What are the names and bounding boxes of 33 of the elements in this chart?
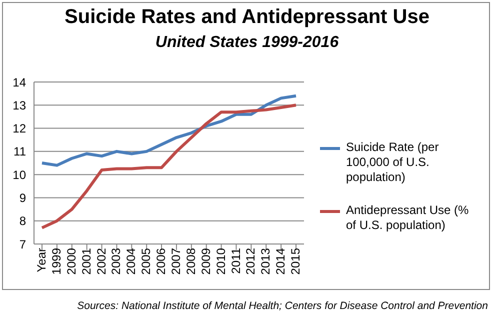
x-tick-label: 2015 bbox=[288, 248, 303, 275]
y-tick-label: 13 bbox=[12, 98, 26, 112]
x-tick-label: Year bbox=[34, 248, 49, 272]
chart-subtitle: United States 1999-2016 bbox=[154, 34, 340, 52]
legend-label: Suicide Rate (per 100,000 of U.S. population) bbox=[346, 140, 440, 185]
y-tick-label: 12 bbox=[12, 122, 26, 136]
y-tick-label: 7 bbox=[19, 237, 26, 252]
chart-title: Suicide Rates and Antidepressant Use bbox=[64, 6, 430, 29]
x-tick-label: 2012 bbox=[244, 248, 258, 275]
y-tick-label: 9 bbox=[19, 190, 26, 205]
x-tick-label: 2004 bbox=[124, 248, 138, 275]
line-series bbox=[40, 94, 298, 167]
line-series bbox=[40, 104, 298, 230]
y-tick-label: 14 bbox=[12, 75, 26, 90]
y-tick-label: 8 bbox=[19, 214, 26, 228]
x-tick-label: 2005 bbox=[139, 248, 154, 275]
y-tick-label: 10 bbox=[12, 168, 26, 182]
x-tick-label: 2013 bbox=[258, 248, 273, 275]
x-tick-label: 2010 bbox=[214, 248, 228, 275]
x-tick-label: 2007 bbox=[168, 248, 183, 275]
x-tick-label: 2009 bbox=[198, 248, 213, 275]
x-tick-label: 2002 bbox=[94, 248, 108, 275]
source-note: Sources: National Institute of Mental Health; Centers for Disease Control and Prevention bbox=[77, 300, 488, 312]
y-tick-label: 11 bbox=[14, 144, 26, 159]
x-tick-label: 2003 bbox=[109, 248, 124, 275]
x-tick-label: 2000 bbox=[64, 248, 78, 275]
x-tick-label: 2008 bbox=[184, 248, 198, 275]
x-tick-label: 2006 bbox=[154, 248, 168, 275]
legend-label: Antidepressant Use (% of U.S. population) bbox=[346, 203, 470, 233]
x-tick-label: 2011 bbox=[228, 248, 243, 274]
x-tick-label: 1999 bbox=[49, 248, 64, 275]
x-tick-label: 2001 bbox=[79, 248, 94, 275]
x-tick-label: 2014 bbox=[274, 248, 288, 275]
